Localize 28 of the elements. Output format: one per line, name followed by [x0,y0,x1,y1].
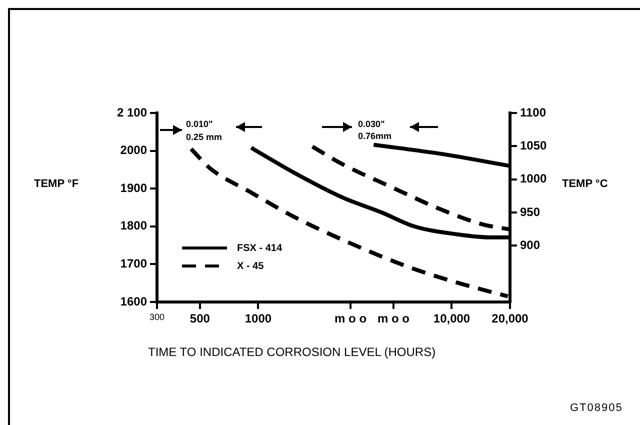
x-tick-label: 300 [149,312,165,322]
y-tick-label: 1800 [120,218,148,233]
y-tick-label: 1700 [120,256,148,271]
x-axis-title: TIME TO INDICATED CORROSION LEVEL (HOURS) [148,345,436,359]
y2-tick-label: 900 [520,238,540,252]
y-axis-title: TEMP °F [34,178,79,190]
x-tick-label: 20,000 [492,312,529,326]
annotation: 0.030" [358,119,385,129]
y2-axis-title: TEMP °C [562,178,608,190]
y-tick-label: 1600 [120,294,148,308]
legend-label: X - 45 [237,260,264,272]
legend-label: FSX - 414 [237,242,282,254]
text: GT08905 [570,402,623,414]
y2-tick-label: 950 [520,204,540,219]
x-tick-label: m o o [334,312,367,326]
x-tick-label: m o o [377,312,410,326]
x-tick-label: 10,000 [433,312,470,326]
y2-tick-label: 1050 [520,138,548,152]
y2-tick-label: 1100 [520,105,546,120]
y2-tick-label: 1000 [520,172,548,186]
annotation: 0.76mm [358,131,392,141]
y-tick-label: 2 100 [116,105,148,120]
y-tick-label: 1900 [120,180,148,195]
annotation: 0.010" [186,119,213,129]
y-tick-label: 2000 [120,143,148,158]
x-tick-label: 500 [190,312,210,326]
x-tick-label: 1000 [244,312,272,326]
annotation: 0.25 mm [186,132,222,142]
